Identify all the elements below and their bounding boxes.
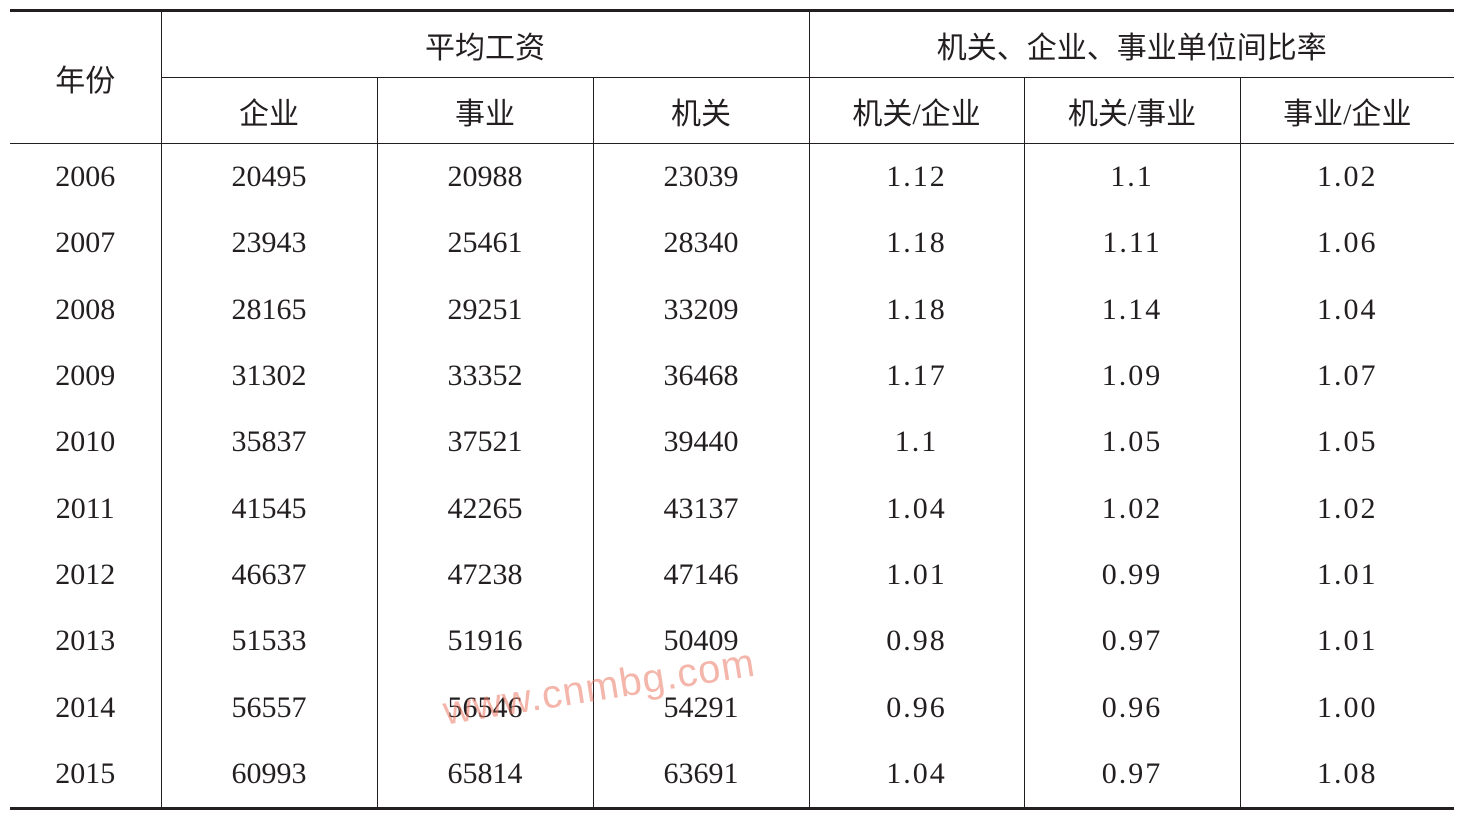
cell: 20495 (160, 143, 377, 211)
cell: 2007 (55, 226, 116, 260)
header-cell: 企业 (160, 77, 377, 144)
cell: 28340 (592, 210, 810, 277)
cell: 42265 (376, 475, 593, 542)
data-row: 2010 35837 37521 39440 1.1 1.05 1.05 (10, 409, 1455, 476)
cell: 1.04 (1239, 276, 1455, 343)
cell: 1.18 (808, 210, 1025, 277)
cell: 31302 (160, 342, 377, 410)
cell: 1.12 (808, 143, 1025, 211)
header-cell: 机关 (592, 77, 810, 144)
header-cell: 机关/事业 (1023, 77, 1241, 144)
cell: 0.99 (1023, 541, 1241, 609)
header-row: 年份 平均工资 机关、企业、事业单位间比率 (10, 10, 1455, 144)
cell: 36468 (592, 342, 810, 410)
cell: 2010 (55, 425, 116, 459)
data-row: 2008 28165 29251 33209 1.18 1.14 1.04 (10, 276, 1455, 343)
header-cell: 机关、企业、事业单位间比率 (808, 10, 1455, 78)
cell: 1.07 (1239, 342, 1455, 410)
header-cell: 平均工资 (160, 10, 810, 78)
cell: 2006 (55, 160, 116, 194)
cell: 1.02 (1239, 475, 1455, 542)
data-row: 2009 31302 33352 36468 1.17 1.09 1.07 (10, 342, 1455, 410)
cell: 0.98 (808, 608, 1025, 675)
cell: 0.97 (1023, 740, 1241, 809)
cell: 2011 (55, 491, 115, 525)
cell: 43137 (592, 475, 810, 542)
data-row: 2011 41545 42265 43137 1.04 1.02 1.02 (10, 475, 1455, 542)
cell: 1.08 (1239, 740, 1455, 809)
cell: 0.97 (1023, 608, 1241, 675)
cell: 0.96 (1023, 674, 1241, 741)
cell: 1.05 (1239, 409, 1455, 476)
cell: 51916 (376, 608, 593, 675)
cell: 1.17 (808, 342, 1025, 410)
cell: 51533 (160, 608, 377, 675)
cell: 2012 (55, 557, 116, 591)
cell: 25461 (376, 210, 593, 277)
cell: 2008 (55, 292, 116, 326)
cell: 1.04 (808, 475, 1025, 542)
data-row: 2012 46637 47238 47146 1.01 0.99 1.01 (10, 541, 1455, 609)
cell: 63691 (592, 740, 810, 809)
cell: 1.09 (1023, 342, 1241, 410)
cell: 37521 (376, 409, 593, 476)
wage-table: 年份 平均工资 机关、企业、事业单位间比率 企业 事业 机关 机关/企业 机关/事业 事业… (10, 9, 1455, 810)
cell: 35837 (160, 409, 377, 476)
cell: 23943 (160, 210, 377, 277)
cell: 60993 (160, 740, 377, 809)
cell: 1.18 (808, 276, 1025, 343)
cell: 29251 (376, 276, 593, 343)
cell: 1.14 (1023, 276, 1241, 343)
cell: 23039 (592, 143, 810, 211)
cell: 2009 (55, 359, 116, 393)
cell: 1.1 (808, 409, 1025, 476)
cell: 1.1 (1023, 143, 1241, 211)
data-row: 2014 56557 56546 54291 0.96 0.96 1.00 (10, 674, 1455, 741)
header-cell: 机关/企业 (808, 77, 1025, 144)
cell: 20988 (376, 143, 593, 211)
cell: 47238 (376, 541, 593, 609)
cell: 2014 (55, 690, 116, 724)
cell: 1.02 (1239, 143, 1455, 211)
cell: 1.05 (1023, 409, 1241, 476)
cell: 1.04 (808, 740, 1025, 809)
header-cell: 事业/企业 (1239, 77, 1455, 144)
cell: 54291 (592, 674, 810, 741)
cell: 1.01 (1239, 541, 1455, 609)
cell: 2013 (55, 624, 116, 658)
cell: 33209 (592, 276, 810, 343)
data-row: 2013 51533 51916 50409 0.98 0.97 1.01 (10, 608, 1455, 675)
data-row: 2015 60993 65814 63691 1.04 0.97 1.08 (10, 740, 1455, 809)
cell: 1.01 (808, 541, 1025, 609)
cell: 50409 (592, 608, 810, 675)
cell: 33352 (376, 342, 593, 410)
cell: 46637 (160, 541, 377, 609)
cell: 65814 (376, 740, 593, 809)
header-cell: 年份 (10, 10, 161, 144)
cell: 1.02 (1023, 475, 1241, 542)
cell: 47146 (592, 541, 810, 609)
cell: 39440 (592, 409, 810, 476)
cell: 28165 (160, 276, 377, 343)
cell: 1.06 (1239, 210, 1455, 277)
cell: 2015 (55, 756, 116, 790)
data-row: 2006 20495 20988 23039 1.12 1.1 1.02 (10, 143, 1455, 211)
header-cell: 事业 (376, 77, 593, 144)
header-row: 企业 事业 机关 机关/企业 机关/事业 事业/企业 (10, 77, 1455, 144)
cell: 1.01 (1239, 608, 1455, 675)
cell: 41545 (160, 475, 377, 542)
cell: 0.96 (808, 674, 1025, 741)
cell: 56546 (376, 674, 593, 741)
table-body: 年份 平均工资 机关、企业、事业单位间比率 企业 事业 机关 机关/企业 机关/事业 事业… (10, 10, 1455, 809)
cell: 56557 (160, 674, 377, 741)
cell: 1.11 (1023, 210, 1241, 277)
data-row: 2007 23943 25461 28340 1.18 1.11 1.06 (10, 210, 1455, 277)
cell: 1.00 (1239, 674, 1455, 741)
